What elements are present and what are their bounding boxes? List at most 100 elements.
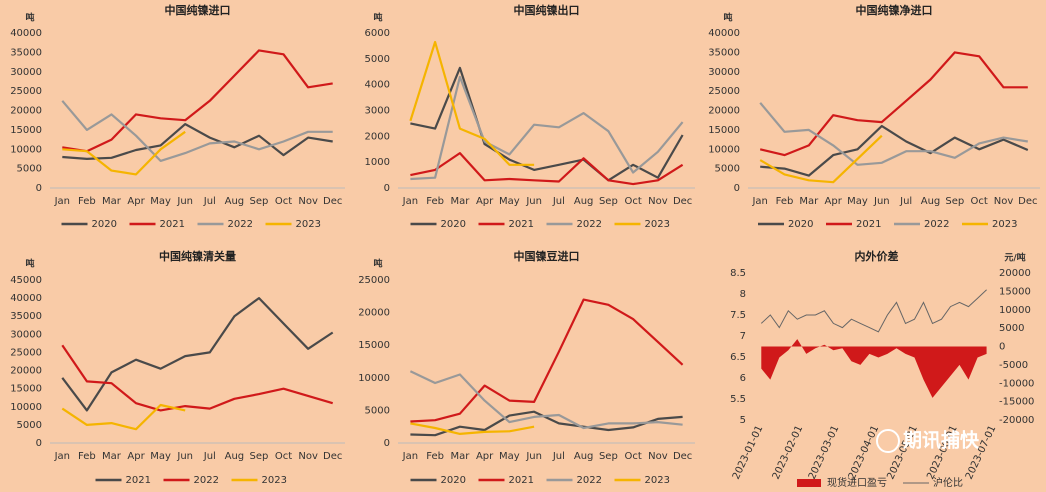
x-tick-label: May [499, 451, 520, 462]
x-tick-label: Aug [225, 196, 245, 207]
y-tick-label: 5 [740, 415, 746, 426]
y-tick-label: 0 [36, 183, 42, 194]
series-line [62, 123, 333, 160]
x-tick-label: Apr [476, 451, 494, 462]
x-tick-label: Apr [825, 196, 843, 207]
x-tick-label: Sep [250, 196, 269, 207]
series-line [62, 49, 333, 153]
profit-area [761, 339, 987, 398]
y-tick-label: 15000 [358, 340, 390, 351]
legend-label: 2023 [645, 219, 670, 230]
y-tick-label: 20000 [10, 106, 42, 117]
chart-title: 中国镍豆进口 [514, 249, 580, 263]
y-tick-label: 5000 [365, 405, 390, 416]
y-tick-label: 0 [384, 438, 390, 449]
x-tick-label: Oct [624, 196, 641, 207]
legend-label: 2023 [992, 219, 1017, 230]
series-line [759, 134, 883, 184]
y-tick-label: 4000 [365, 80, 390, 91]
y-tick-label: 2000 [365, 131, 390, 142]
x-tick-label: May [499, 196, 520, 207]
y-tick-label: 35000 [708, 47, 740, 58]
y-tick-label: 1000 [365, 157, 390, 168]
y-tick-label: 15000 [708, 125, 740, 136]
x-tick-label: Dec [1018, 196, 1037, 207]
x-tick-label: Dec [323, 451, 342, 462]
y-tick-label: 5000 [715, 164, 740, 175]
y-tick-label: 0 [384, 183, 390, 194]
y2-tick-label: 15000 [999, 286, 1031, 297]
x-tick-label: 2023-01-01 [731, 424, 766, 481]
x-tick-label: Jun [525, 451, 542, 462]
legend-label: 2020 [441, 475, 466, 486]
series-line [759, 51, 1028, 157]
x-tick-label: Dec [673, 451, 692, 462]
series-line [759, 102, 1028, 166]
x-tick-label: May [150, 451, 171, 462]
x-tick-label: Sep [599, 451, 618, 462]
series-line [62, 130, 186, 176]
y-tick-label: 10000 [358, 373, 390, 384]
legend-label: 2021 [126, 475, 151, 486]
y-axis-unit: 吨 [373, 258, 382, 270]
y-tick-label: 40000 [708, 28, 740, 39]
watermark-icon [876, 429, 900, 453]
legend-label: 2020 [788, 219, 813, 230]
y-tick-label: 5.5 [730, 394, 746, 405]
legend-label: 现货进口盈亏 [827, 476, 887, 489]
y-tick-label: 30000 [10, 67, 42, 78]
x-tick-label: Jul [899, 196, 912, 207]
y2-tick-label: -5000 [999, 360, 1028, 371]
y-axis-unit: 吨 [25, 258, 34, 270]
x-tick-label: Nov [298, 196, 318, 207]
legend-label: 2022 [924, 219, 949, 230]
x-tick-label: Jan [54, 196, 70, 207]
y2-tick-label: 20000 [999, 268, 1031, 279]
y-tick-label: 6.5 [730, 352, 746, 363]
y-tick-label: 20000 [358, 308, 390, 319]
x-tick-label: May [150, 196, 171, 207]
y-tick-label: 8 [740, 289, 746, 300]
x-tick-label: Oct [275, 451, 292, 462]
x-tick-label: Jun [176, 451, 193, 462]
x-tick-label: Jul [203, 196, 216, 207]
y-tick-label: 45000 [10, 275, 42, 286]
y-tick-label: 20000 [10, 366, 42, 377]
x-tick-label: Mar [799, 196, 819, 207]
watermark-circle [876, 429, 900, 453]
y2-tick-label: -20000 [999, 415, 1034, 426]
series-line [410, 66, 684, 182]
y-tick-label: 7.5 [730, 310, 746, 321]
y-tick-label: 15000 [10, 384, 42, 395]
chart-title: 中国纯镍净进口 [856, 3, 933, 17]
series-line [410, 410, 683, 437]
chart-title: 内外价差 [855, 249, 899, 263]
y2-axis-unit: 元/吨 [1004, 252, 1025, 264]
x-tick-label: Nov [298, 451, 318, 462]
y-tick-label: 10000 [708, 144, 740, 155]
series-line [61, 344, 334, 412]
x-tick-label: Apr [127, 451, 145, 462]
y-tick-label: 5000 [17, 420, 42, 431]
y-tick-label: 25000 [708, 86, 740, 97]
x-tick-label: 2023-03-01 [807, 424, 842, 481]
y-tick-label: 40000 [10, 293, 42, 304]
legend-label: 沪伦比 [933, 476, 963, 489]
y-tick-label: 35000 [10, 311, 42, 322]
x-tick-label: Mar [450, 451, 470, 462]
legend-label: 2021 [509, 475, 534, 486]
series-line [760, 124, 1029, 177]
x-tick-label: Dec [673, 196, 692, 207]
legend-label: 2023 [262, 475, 287, 486]
ratio-line [760, 289, 987, 333]
x-tick-label: Sep [250, 451, 269, 462]
x-tick-label: Mar [450, 196, 470, 207]
legend-label: 2022 [577, 219, 602, 230]
y2-tick-label: 5000 [999, 323, 1024, 334]
series-line [409, 40, 535, 166]
y-tick-label: 25000 [10, 347, 42, 358]
y-axis-unit: 吨 [373, 12, 382, 24]
legend-swatch [797, 479, 821, 487]
y-tick-label: 15000 [10, 125, 42, 136]
